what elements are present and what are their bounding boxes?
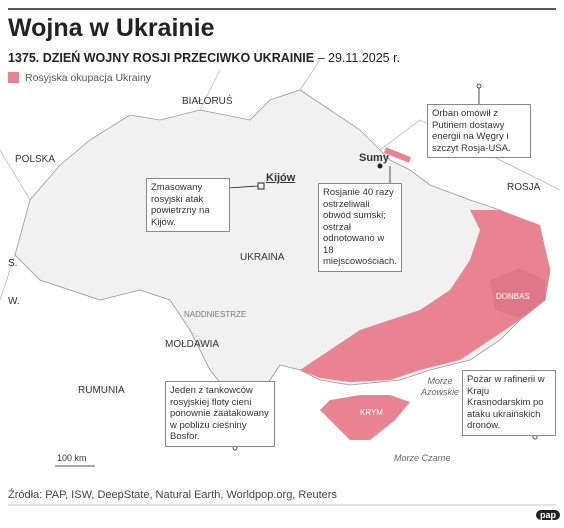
city-label: Sumy [359, 152, 389, 164]
title: Wojna w Ukrainie [8, 14, 215, 42]
subtitle-text: 1375. DZIEŃ WOJNY ROSJI PRZECIWKO UKRAIN… [8, 51, 315, 65]
region-label: NADDNIESTRZE [184, 310, 247, 319]
logo: pap [536, 510, 561, 520]
source: Źródła: PAP, ISW, DeepState, Natural Ear… [8, 489, 337, 501]
country-label: ROSJA [507, 182, 541, 193]
legend-label: Rosyjska okupacja Ukrainy [25, 72, 152, 84]
annotation: Pożar w rafinerii w Kraju Krasnodarskim … [462, 370, 556, 436]
date: – 29.11.2025 r. [317, 51, 401, 65]
country-label: RUMUNIA [78, 385, 125, 396]
country-label: MOŁDAWIA [165, 339, 220, 350]
country-label: POLSKA [15, 154, 56, 165]
sea-label: Morze Czarne [394, 453, 451, 463]
scale-label: 100 km [57, 453, 87, 463]
annotation: Zmasowany rosyjski atak powietrzny na Ki… [146, 178, 230, 232]
country-label: UKRAINA [240, 252, 285, 263]
sea-label: Morze Azowskie [420, 376, 459, 397]
annotation: Rosjanie 40 razy ostrzeliwali obwód sums… [318, 183, 402, 272]
country-label: S. [8, 258, 18, 269]
country-label: W. [8, 296, 20, 307]
region-label: DONBAS [496, 292, 530, 301]
annotation: Jeden z tankowców rosyjskiej floty cieni… [165, 381, 275, 447]
country-label: BIAŁORUŚ [182, 96, 233, 107]
city-label: Kijów [266, 172, 296, 184]
subtitle: 1375. DZIEŃ WOJNY ROSJI PRZECIWKO UKRAIN… [8, 51, 400, 65]
region-label: KRYM [360, 408, 383, 417]
annotation: Orban omówił z Putinem dostawy energii n… [427, 104, 531, 158]
